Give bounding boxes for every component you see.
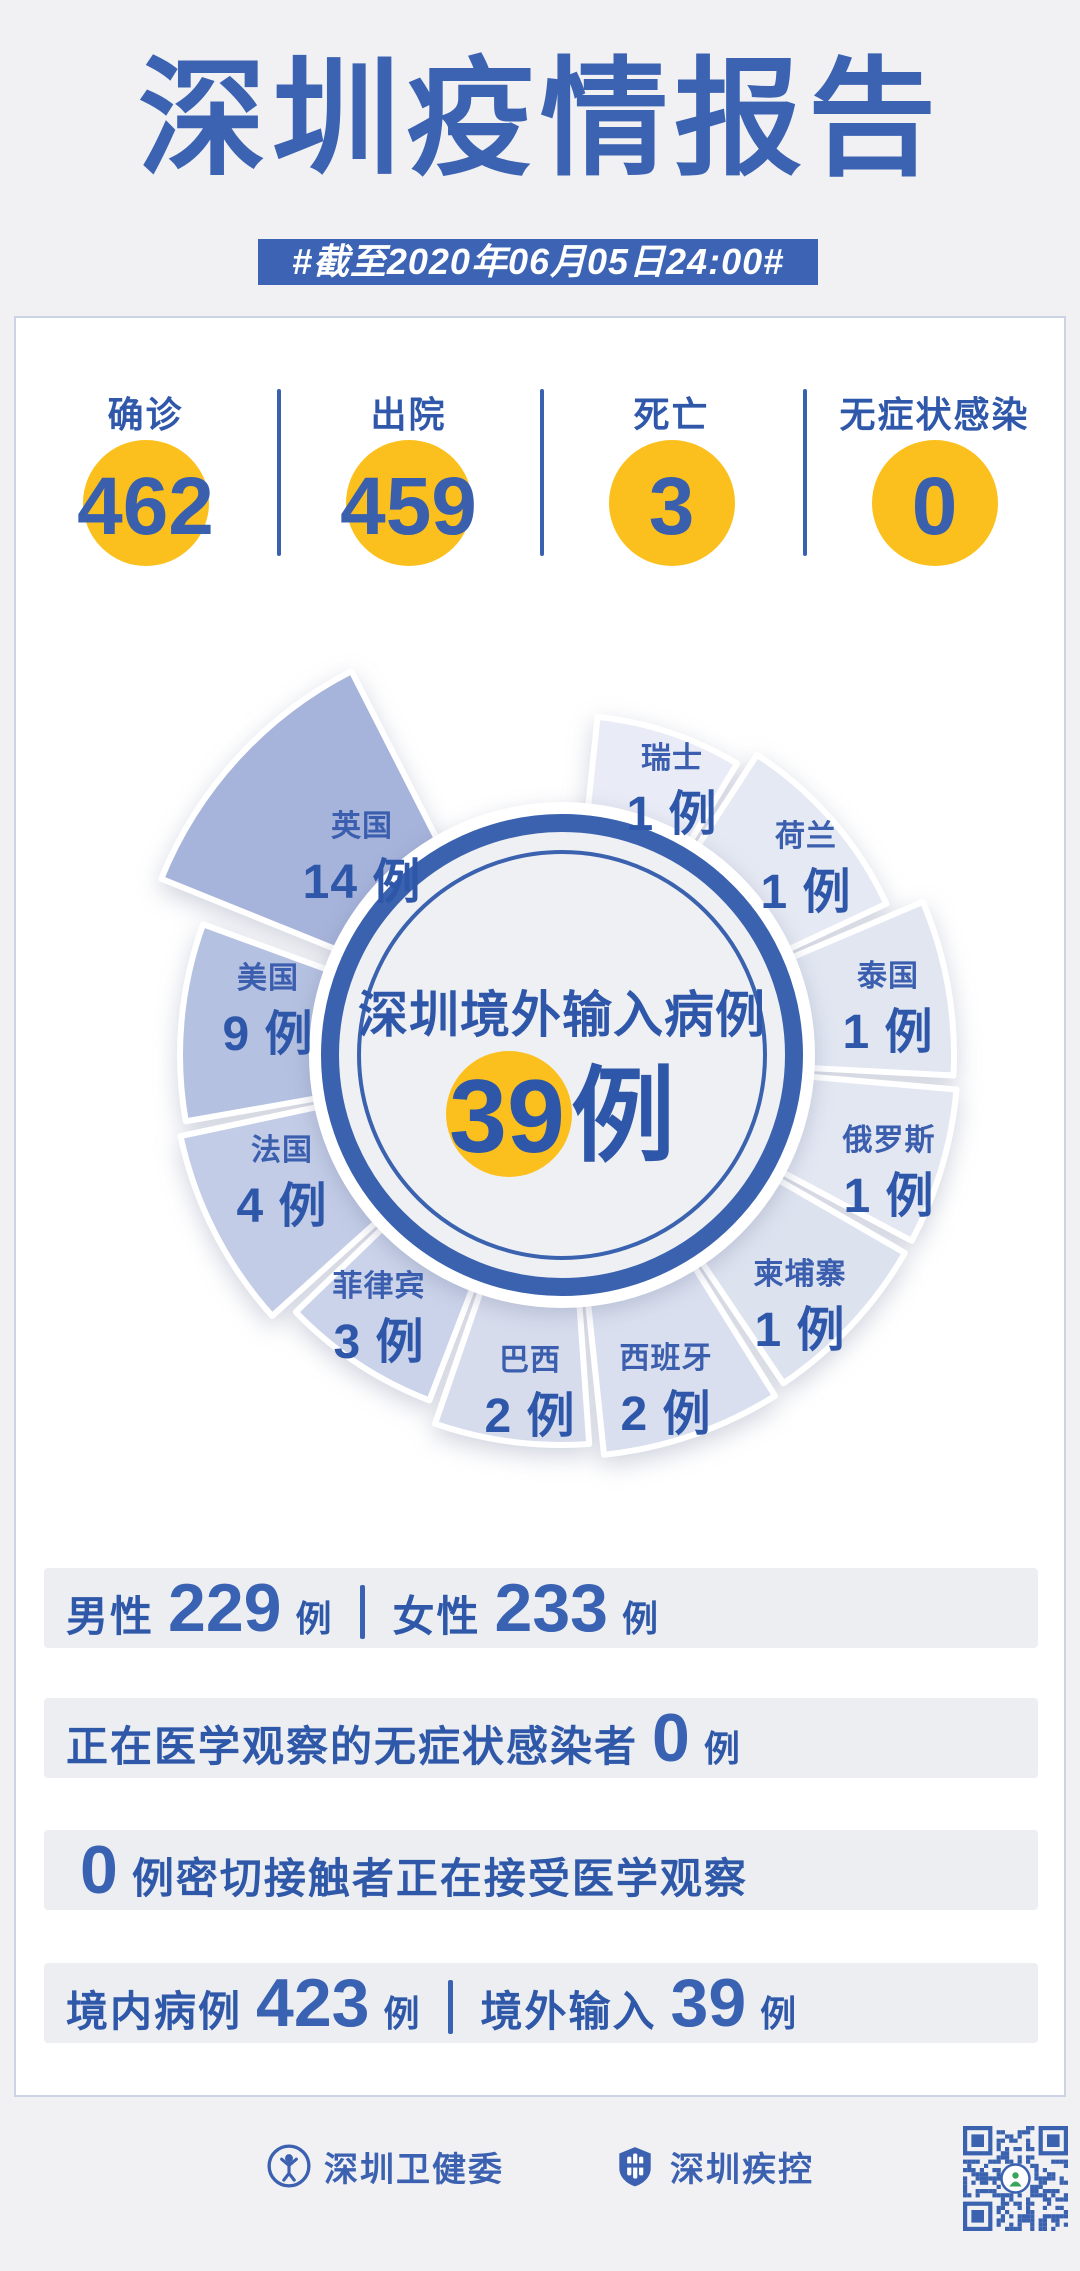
stat-label: 无症状感染 (839, 394, 1030, 435)
total-cases-number: 39 (449, 1059, 565, 1175)
stat-2: 出院 459 (277, 316, 540, 616)
slice-country-label: 泰国 (857, 960, 919, 993)
band-number: 233 (494, 1570, 608, 1646)
health-commission-logo-icon (267, 2144, 311, 2188)
slice-country-label: 英国 (331, 810, 393, 843)
band-text: 例 (703, 1728, 740, 1769)
band-text: 男性 (66, 1593, 155, 1640)
slice-count-label: 4 例 (236, 1180, 327, 1233)
stat-divider (540, 389, 544, 556)
slice-count-label: 2 例 (484, 1390, 575, 1443)
stat-badge-circle: 3 (608, 440, 735, 566)
stat-badge-circle: 459 (340, 440, 477, 566)
band-text: 境外输入 (480, 1988, 657, 2035)
stat-4: 无症状感染 0 (803, 316, 1066, 616)
band-text: 例 (295, 1598, 332, 1639)
cdc-shield-logo-icon (619, 2147, 651, 2187)
slice-country-label: 法国 (251, 1134, 313, 1167)
slice-count-label: 1 例 (626, 788, 717, 841)
slice-count-label: 1 例 (843, 1170, 934, 1223)
slice-country-label: 菲律宾 (333, 1270, 426, 1303)
band-number: 0 (652, 1700, 690, 1776)
stat-value: 0 (911, 460, 958, 552)
summary-band-2: 正在医学观察的无症状感染者 0 例 (44, 1698, 1038, 1778)
band-number: 39 (670, 1965, 747, 2041)
stat-label: 死亡 (633, 394, 710, 435)
band-text: 正在医学观察的无症状感染者 (66, 1723, 639, 1770)
pie-center-ring (321, 814, 803, 1296)
summary-band-1: 男性 229 例 女性 233 例 (44, 1568, 1038, 1648)
band-text: 例 (621, 1598, 658, 1639)
slice-country-label: 美国 (237, 961, 299, 995)
qr-code (963, 2126, 1068, 2231)
slice-country-label: 西班牙 (620, 1342, 713, 1375)
pie-center-disc (338, 831, 786, 1279)
band-text: 例 (383, 1993, 420, 2034)
band-text: 境内病例 (66, 1988, 243, 2035)
stat-value: 462 (77, 460, 214, 552)
slice-count-label: 3 例 (333, 1316, 424, 1369)
stat-3: 死亡 3 (540, 316, 803, 616)
report-date-banner: #截至2020年06月05日24:00# (258, 239, 818, 285)
stat-label: 出院 (370, 394, 447, 435)
footer-org2-label: 深圳疾控 (670, 2150, 814, 2189)
band-number: 0 (80, 1832, 118, 1908)
stat-divider (803, 389, 807, 556)
total-badge-circle (446, 1051, 572, 1177)
stat-1: 确诊 462 (14, 316, 277, 616)
slice-count-label: 2 例 (620, 1388, 711, 1441)
stat-divider (277, 389, 281, 556)
slice-country-label: 巴西 (499, 1344, 561, 1377)
slice-country-label: 瑞士 (641, 742, 703, 775)
slice-country-label: 俄罗斯 (842, 1124, 936, 1157)
stat-value: 459 (340, 460, 477, 552)
footer-org-cdc: 深圳疾控 (612, 2142, 814, 2191)
summary-band-3: 0 例密切接触者正在接受医学观察 (44, 1830, 1038, 1910)
footer-org1-label: 深圳卫健委 (324, 2150, 504, 2189)
pie-slice-labels: 瑞士1 例荷兰1 例泰国1 例俄罗斯1 例柬埔寨1 例西班牙2 例巴西2 例菲律… (222, 742, 936, 1443)
footer-org-health-commission: 深圳卫健委 (266, 2142, 504, 2191)
slice-count-label: 1 例 (842, 1006, 933, 1059)
band-text: 女性 (392, 1593, 481, 1640)
stat-label: 确诊 (107, 394, 184, 435)
stat-value: 3 (648, 460, 695, 552)
stat-badge-circle: 462 (77, 440, 214, 566)
footer: 深圳卫健委 深圳疾控 (0, 2138, 1080, 2194)
slice-count-label: 1 例 (760, 866, 851, 919)
pie-center-inner-ring (357, 850, 767, 1260)
total-cases-unit: 例 (571, 1059, 675, 1175)
band-number: 423 (256, 1965, 370, 2041)
slice-country-label: 柬埔寨 (754, 1257, 847, 1291)
imported-cases-pie-chart: 瑞士1 例荷兰1 例泰国1 例俄罗斯1 例柬埔寨1 例西班牙2 例巴西2 例菲律… (158, 668, 960, 1458)
band-text: 例 (760, 1993, 797, 2034)
slice-country-label: 荷兰 (775, 820, 837, 853)
page-title: 深圳疫情报告 (137, 48, 942, 191)
band-divider (447, 1980, 453, 2034)
slice-count-label: 1 例 (754, 1304, 845, 1357)
stat-badge-circle: 0 (871, 440, 998, 566)
slice-count-label: 14 例 (303, 856, 422, 909)
band-text: 例密切接触者正在接受医学观察 (131, 1855, 748, 1902)
pie-center-title: 深圳境外输入病例 (358, 987, 766, 1043)
band-number: 229 (168, 1570, 282, 1646)
summary-band-4: 境内病例 423 例 境外输入 39 例 (44, 1963, 1038, 2043)
slice-count-label: 9 例 (222, 1008, 313, 1061)
key-stats-row: 确诊 462 出院 459 死亡 3 无症状感染 0 (14, 316, 1066, 616)
band-divider (359, 1585, 365, 1639)
